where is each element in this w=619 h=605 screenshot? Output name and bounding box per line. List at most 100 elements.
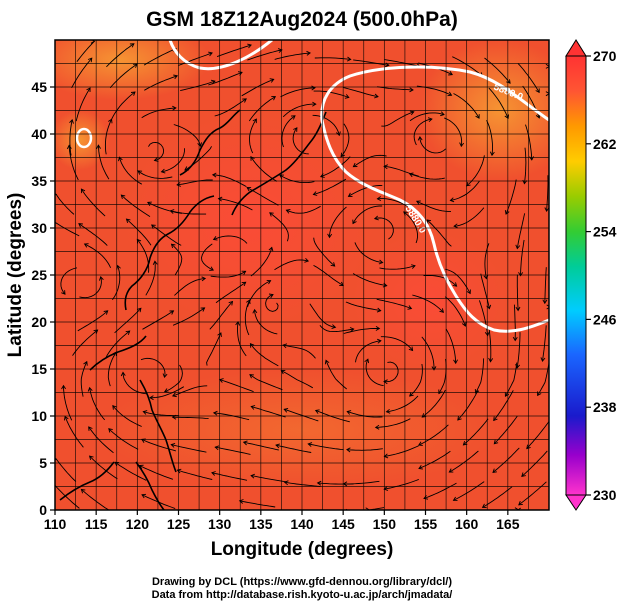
streamline-arrowhead — [493, 416, 498, 422]
streamline-arrowhead — [250, 473, 255, 479]
streamline — [201, 243, 214, 271]
streamline — [315, 409, 350, 423]
streamline-arrowhead — [452, 496, 458, 502]
streamline — [213, 235, 248, 244]
streamline-arrowhead — [515, 244, 521, 250]
streamline — [177, 469, 213, 480]
streamline — [488, 87, 509, 119]
y-tick-label: 10 — [31, 408, 47, 424]
streamline — [171, 444, 207, 453]
streamline — [314, 57, 351, 60]
streamline-arrowhead — [307, 442, 313, 447]
streamline — [77, 310, 108, 332]
streamline-arrowhead — [440, 111, 445, 117]
streamline — [525, 124, 533, 160]
x-tick-label: 140 — [290, 516, 314, 532]
streamline — [274, 52, 311, 60]
streamline-arrowhead — [481, 503, 487, 508]
contour-main — [320, 65, 549, 333]
streamline-arrowhead — [488, 357, 494, 363]
x-tick-label: 165 — [496, 516, 520, 532]
streamline — [250, 247, 273, 277]
streamline-arrowhead — [141, 493, 147, 499]
streamline-arrowhead — [293, 127, 298, 132]
streamline — [215, 281, 246, 304]
streamline — [345, 301, 381, 312]
streamline — [209, 301, 233, 330]
streamline-arrowhead — [374, 93, 379, 99]
x-tick-label: 155 — [414, 516, 438, 532]
streamline-arrowhead — [346, 447, 351, 453]
streamline — [384, 59, 421, 67]
streamline-arrowhead — [246, 186, 252, 192]
streamline — [104, 119, 113, 155]
x-axis-title: Longitude (degrees) — [211, 539, 394, 560]
streamline-arrowhead — [269, 212, 274, 217]
streamline-arrowhead — [212, 410, 218, 416]
streamline — [412, 294, 444, 313]
streamline-arrowhead — [551, 384, 555, 388]
streamline — [89, 455, 118, 480]
streamline-arrowhead — [250, 156, 255, 161]
streamline — [418, 424, 449, 446]
streamline-arrowhead — [448, 468, 454, 473]
streamline-arrowhead — [80, 488, 86, 494]
streamline — [376, 298, 412, 310]
streamline — [329, 206, 347, 238]
streamline-arrowhead — [312, 191, 318, 196]
streamline — [55, 485, 80, 509]
streamline-arrowhead — [546, 304, 549, 310]
streamline — [486, 120, 493, 156]
streamline-arrowhead — [484, 331, 490, 337]
streamline — [413, 118, 432, 146]
streamline-arrowhead — [376, 196, 382, 202]
streamline — [254, 309, 278, 335]
streamline-arrowhead — [453, 223, 458, 229]
colorbar-ticks: 230 238 246 254 262 270 — [586, 48, 617, 503]
streamline-arrowhead — [87, 57, 93, 63]
streamline — [386, 395, 419, 413]
y-tick-label: 15 — [31, 361, 47, 377]
colorbar-tick-label: 246 — [593, 311, 617, 327]
streamline — [423, 482, 457, 499]
streamline — [206, 332, 222, 366]
y-tick-label: 25 — [31, 267, 47, 283]
streamline — [78, 223, 108, 246]
streamline-arrowhead — [459, 142, 465, 148]
streamline-arrowhead — [78, 223, 83, 228]
streamline-arrowhead — [112, 405, 117, 410]
streamline — [292, 127, 309, 155]
streamline-arrowhead — [160, 168, 166, 174]
streamline — [76, 40, 95, 62]
streamline — [380, 336, 413, 351]
x-tick-label: 130 — [208, 516, 232, 532]
streamline-arrowhead — [83, 243, 89, 248]
streamline — [81, 188, 106, 217]
streamline-arrowhead — [142, 410, 148, 415]
streamline — [246, 187, 279, 206]
streamline-arrowhead — [518, 272, 524, 277]
streamline — [215, 446, 251, 455]
streamline-arrowhead — [540, 357, 546, 362]
streamline — [88, 426, 114, 454]
streamline-arrowhead — [314, 409, 320, 414]
streamline-arrowhead — [427, 117, 433, 123]
streamline-arrowhead — [201, 276, 207, 282]
streamline-arrowhead — [88, 455, 94, 461]
streamline-arrowhead — [129, 43, 135, 48]
y-tick-label: 45 — [31, 79, 47, 95]
streamline — [177, 179, 213, 186]
streamline-arrowhead — [242, 440, 248, 446]
streamline — [505, 362, 518, 397]
plot-area: 5880.0 5880.0 — [55, 40, 555, 510]
streamline — [60, 267, 78, 295]
streamline-arrowhead — [475, 114, 480, 119]
streamline-arrowhead — [385, 408, 391, 414]
streamline — [247, 49, 282, 61]
streamline — [526, 420, 549, 449]
streamline-arrowhead — [238, 499, 244, 504]
streamline-arrowhead — [327, 233, 333, 239]
streamline — [416, 200, 451, 212]
streamline-arrowhead — [493, 439, 499, 445]
